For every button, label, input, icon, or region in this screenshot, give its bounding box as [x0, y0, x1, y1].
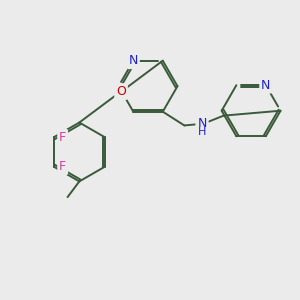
- Text: N: N: [197, 117, 207, 130]
- Text: F: F: [59, 131, 66, 144]
- Text: F: F: [59, 160, 66, 173]
- Text: N: N: [129, 54, 138, 67]
- Text: H: H: [198, 127, 206, 137]
- Text: O: O: [116, 85, 126, 98]
- Text: N: N: [261, 79, 271, 92]
